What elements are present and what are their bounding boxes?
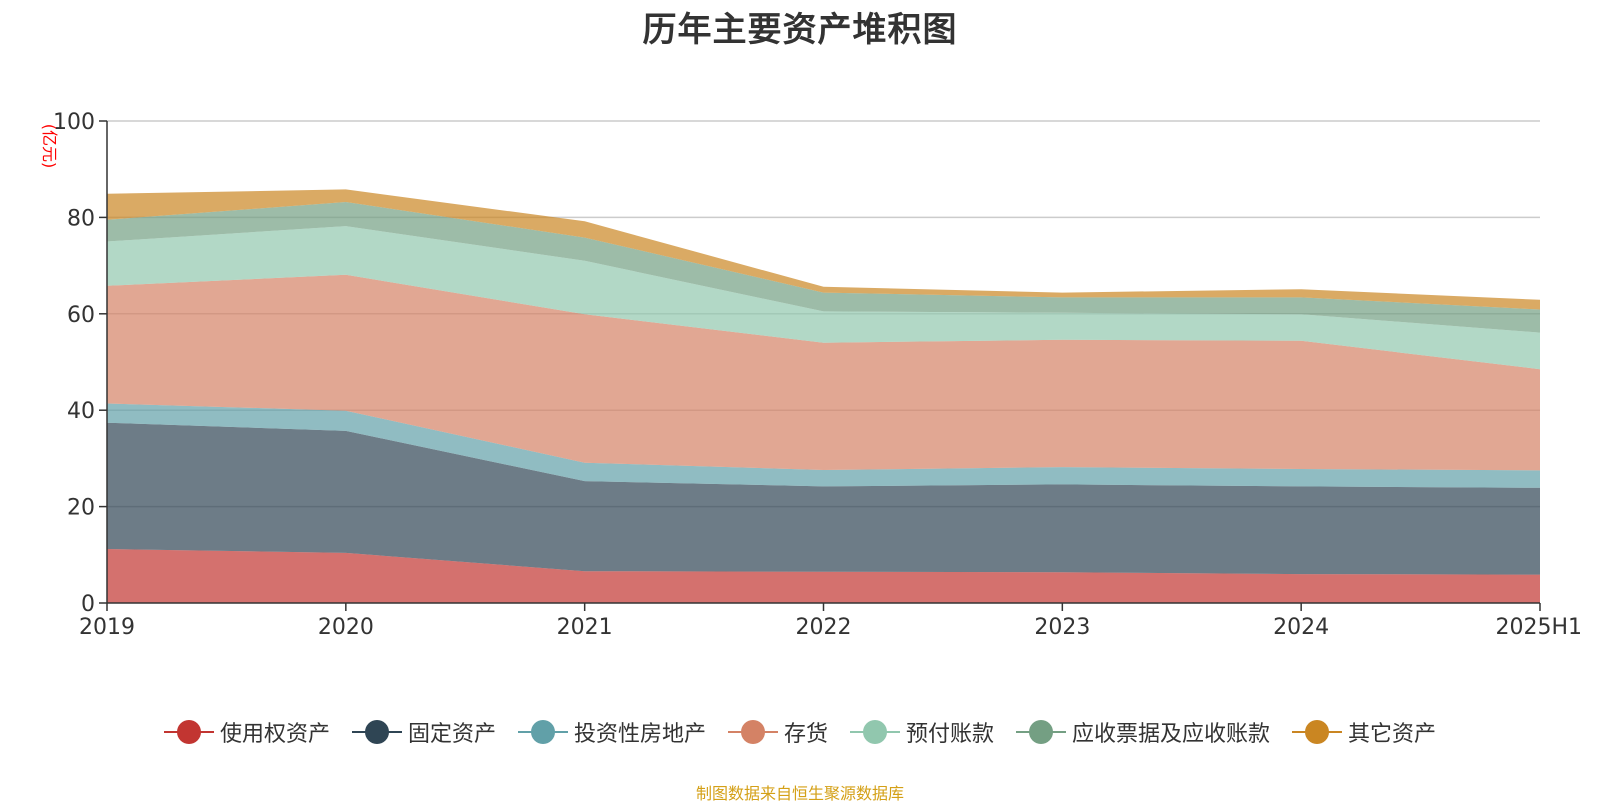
legend-marker-icon: [1016, 720, 1067, 744]
x-tick-label: 2025H1: [1495, 615, 1582, 640]
area-series-1: [107, 422, 1540, 575]
legend-item[interactable]: 存货: [727, 716, 828, 748]
area-series-layer: [107, 189, 1540, 603]
y-tick-label: 100: [53, 110, 95, 135]
legend-label: 固定资产: [407, 722, 496, 747]
y-tick-label: 60: [67, 303, 95, 328]
legend-item[interactable]: 投资性房地产: [517, 716, 706, 748]
legend-item[interactable]: 固定资产: [351, 716, 496, 748]
x-tick-label: 2021: [557, 615, 613, 640]
area-series-0: [107, 549, 1540, 603]
legend-item[interactable]: 预付账款: [850, 716, 994, 748]
area-series-4: [107, 226, 1540, 370]
axes: 0 20 40 60 80 100 2019 2020 2021 2022 2023 2024 2025…: [53, 110, 1582, 640]
legend-label: 存货: [783, 722, 828, 747]
legend-marker-icon: [351, 720, 402, 744]
x-tick-label: 2022: [796, 615, 852, 640]
data-source-note: 制图数据来自恒生聚源数据库: [695, 784, 904, 803]
y-tick-label: 0: [81, 592, 95, 617]
legend-marker-icon: [517, 720, 568, 744]
legend-marker-icon: [727, 720, 778, 744]
legend-marker-icon: [1292, 720, 1343, 744]
y-tick-label: 20: [67, 496, 95, 521]
legend-item[interactable]: 使用权资产: [163, 716, 330, 748]
y-axis-unit-label: (亿元): [40, 124, 59, 169]
legend-label: 使用权资产: [219, 722, 330, 747]
x-tick-label: 2019: [79, 615, 135, 640]
legend-item[interactable]: 应收票据及应收账款: [1016, 716, 1270, 748]
y-tick-label: 40: [67, 399, 95, 424]
x-tick-label: 2023: [1034, 615, 1090, 640]
legend-label: 应收票据及应收账款: [1072, 722, 1271, 747]
legend-marker-icon: [163, 720, 214, 744]
legend-label: 其它资产: [1348, 722, 1437, 747]
x-tick-label: 2024: [1273, 615, 1329, 640]
legend-label: 投资性房地产: [573, 722, 706, 747]
area-series-2: [107, 403, 1540, 488]
chart-legend: 使用权资产 固定资产 投资性房地产 存货 预付账款 应收票据及应收账款 其它资产: [0, 716, 1600, 748]
x-tick-label: 2020: [318, 615, 374, 640]
legend-item[interactable]: 其它资产: [1292, 716, 1436, 748]
y-tick-label: 80: [67, 206, 95, 231]
chart-title: 历年主要资产堆积图: [642, 10, 958, 50]
legend-marker-icon: [850, 720, 900, 744]
legend-label: 预付账款: [906, 722, 995, 747]
area-series-6: [107, 189, 1540, 310]
area-series-5: [107, 202, 1540, 333]
area-series-3: [107, 274, 1540, 471]
